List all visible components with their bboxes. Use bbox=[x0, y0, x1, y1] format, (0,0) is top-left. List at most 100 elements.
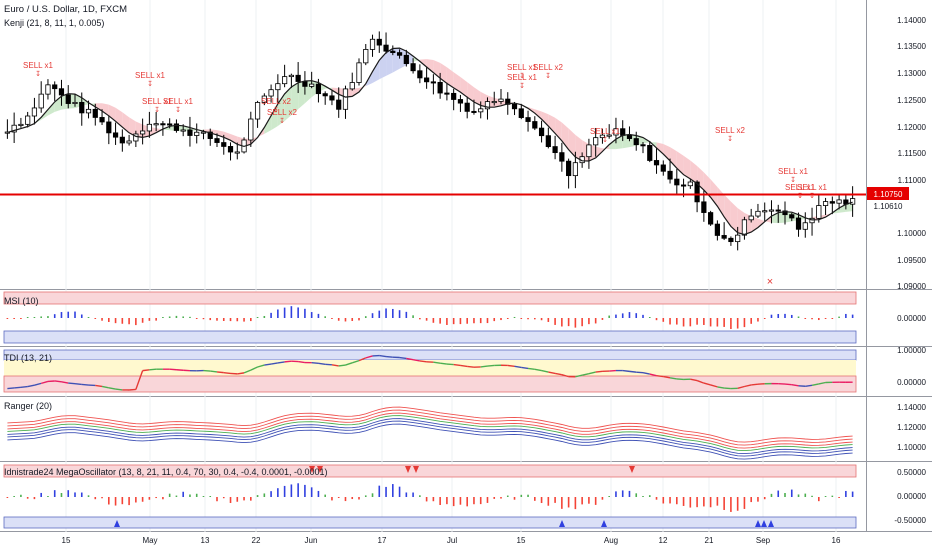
cloud-segment bbox=[609, 139, 616, 150]
candle-body bbox=[491, 101, 497, 104]
mega-bar bbox=[243, 497, 245, 501]
mega-bar bbox=[520, 494, 523, 497]
msi-bar bbox=[216, 318, 218, 321]
msi-bar bbox=[669, 318, 671, 325]
price-tick: 1.10000 bbox=[897, 229, 926, 238]
msi-bar bbox=[392, 308, 394, 318]
mega-bar bbox=[364, 495, 367, 497]
time-tick: Sep bbox=[755, 536, 771, 545]
mega-bar bbox=[6, 497, 9, 498]
candle-body bbox=[146, 123, 152, 132]
mega-bar bbox=[554, 497, 556, 503]
msi-bar bbox=[473, 318, 475, 324]
candle-body bbox=[85, 108, 92, 114]
msi-bar bbox=[229, 318, 232, 322]
candle-body bbox=[430, 81, 436, 84]
sell-label: SELL x1 bbox=[590, 127, 620, 136]
msi-bar bbox=[74, 311, 76, 318]
time-tick: 17 bbox=[377, 536, 387, 545]
cloud-segment bbox=[298, 81, 305, 110]
msi-bar bbox=[202, 318, 205, 320]
tdi-segment bbox=[149, 368, 157, 371]
msi-bar bbox=[851, 314, 854, 318]
msi-bar bbox=[135, 318, 137, 326]
candlestick-series[interactable] bbox=[4, 31, 856, 251]
tdi-segment bbox=[101, 385, 109, 389]
mega-bar bbox=[479, 497, 482, 505]
sell-arrow: ↧ bbox=[727, 135, 733, 143]
mega-bar bbox=[412, 492, 414, 497]
mega-bar bbox=[222, 497, 225, 499]
time-tick: 22 bbox=[251, 536, 261, 545]
msi-bar bbox=[601, 318, 604, 320]
cloud-segment bbox=[102, 103, 109, 116]
cloud-segment bbox=[663, 144, 671, 161]
candle-body bbox=[106, 121, 112, 134]
mega-bar bbox=[398, 486, 401, 497]
sell-label: SELL x1 bbox=[797, 183, 827, 192]
tdi-segment bbox=[358, 357, 367, 362]
candle-body bbox=[640, 144, 646, 147]
cloud-segment bbox=[446, 67, 454, 88]
sell-arrow: ↧ bbox=[175, 106, 181, 114]
msi-bar bbox=[47, 316, 49, 318]
mega-histogram bbox=[6, 483, 854, 512]
up-signal-arrow bbox=[768, 520, 774, 527]
tdi-segment bbox=[541, 369, 549, 373]
msi-bar bbox=[635, 313, 638, 318]
price-tick: 1.12500 bbox=[897, 96, 926, 105]
candle-body bbox=[552, 146, 558, 154]
candle-body bbox=[194, 131, 200, 136]
msi-bar bbox=[419, 318, 421, 320]
tdi-segment bbox=[642, 372, 650, 375]
tdi-segment bbox=[284, 360, 292, 363]
candle-body bbox=[288, 74, 294, 78]
tdi-segment bbox=[507, 364, 515, 367]
candle-body bbox=[795, 217, 802, 230]
candle-body bbox=[816, 205, 822, 219]
ranger-line bbox=[7, 415, 853, 452]
candle-body bbox=[708, 212, 714, 225]
msi-bar bbox=[736, 318, 739, 329]
mega-bar bbox=[696, 497, 698, 508]
candle-body bbox=[613, 128, 619, 136]
up-signal-arrow bbox=[601, 520, 607, 527]
candle-body bbox=[451, 92, 457, 100]
time-tick: 15 bbox=[516, 536, 526, 545]
msi-bar bbox=[784, 313, 786, 318]
candle-body bbox=[498, 98, 504, 102]
mega-bar bbox=[446, 497, 448, 505]
msi-bar bbox=[811, 318, 813, 320]
candle-body bbox=[687, 181, 693, 187]
mega-bar bbox=[757, 497, 759, 502]
cloud-segment bbox=[291, 82, 299, 116]
pane-separators bbox=[0, 0, 932, 532]
msi-bar bbox=[155, 318, 157, 321]
candle-body bbox=[484, 101, 491, 110]
sell-label: SELL x2 bbox=[533, 63, 563, 72]
msi-bar bbox=[730, 318, 732, 329]
mega-bar bbox=[209, 496, 212, 497]
tdi-segment bbox=[74, 383, 82, 386]
mega-bar bbox=[189, 494, 191, 497]
tdi-segment bbox=[717, 386, 725, 389]
msi-bar bbox=[297, 307, 299, 318]
price-tick: 1.11000 bbox=[897, 176, 926, 185]
mega-bar bbox=[304, 484, 306, 497]
tdi-segment bbox=[352, 359, 360, 364]
candle-body bbox=[437, 81, 443, 94]
sell-arrow: ↧ bbox=[790, 176, 796, 184]
tdi-segment bbox=[588, 371, 596, 375]
tdi-segment bbox=[379, 354, 387, 358]
tdi-segment bbox=[527, 367, 535, 371]
candle-body bbox=[566, 160, 572, 177]
msi-bar bbox=[446, 318, 448, 325]
msi-bar bbox=[80, 314, 83, 318]
candle-body bbox=[559, 152, 565, 162]
msi-bar bbox=[168, 316, 171, 318]
candle-body bbox=[424, 77, 430, 83]
ranger-line bbox=[7, 418, 853, 455]
price-tick: 1.13500 bbox=[897, 42, 926, 51]
msi-bar bbox=[459, 318, 462, 325]
